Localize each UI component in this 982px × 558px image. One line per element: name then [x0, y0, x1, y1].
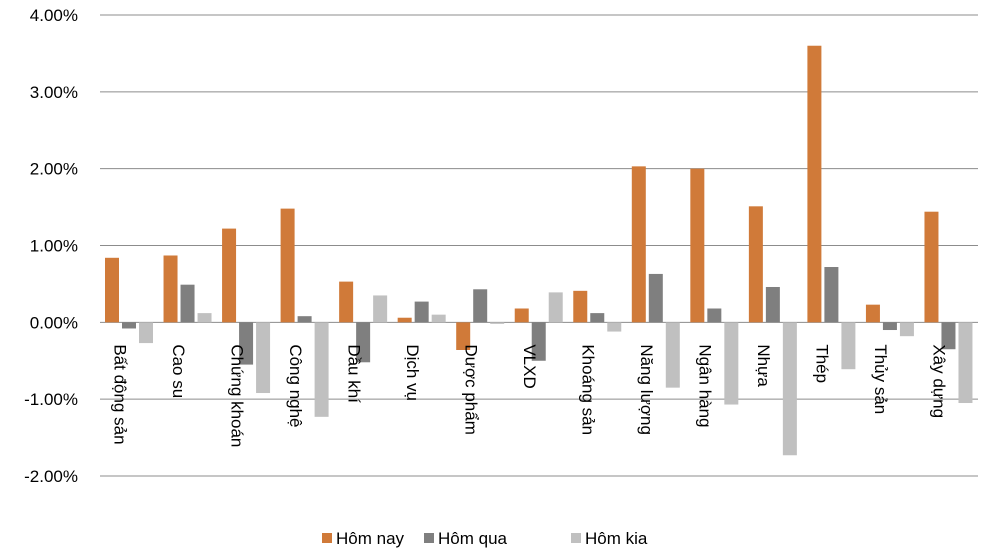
- category-label: Bất động sản: [110, 344, 129, 444]
- y-tick-label: -1.00%: [24, 390, 78, 409]
- bar: [356, 322, 371, 363]
- bar: [707, 308, 722, 323]
- bar: [531, 322, 546, 361]
- bar: [865, 304, 880, 323]
- bar: [690, 168, 705, 323]
- legend-label: Hôm qua: [438, 529, 508, 548]
- bar: [239, 322, 254, 365]
- bar: [414, 301, 429, 323]
- bar: [456, 322, 471, 350]
- category-label: Dịch vụ: [403, 344, 422, 401]
- category-label: Xây dựng: [930, 344, 949, 418]
- bar: [314, 322, 329, 417]
- category-label: Năng lượng: [637, 344, 656, 435]
- y-tick-label: 3.00%: [30, 83, 78, 102]
- bar: [573, 290, 588, 323]
- bar: [280, 208, 295, 323]
- category-label: Dầu khí: [344, 344, 363, 403]
- y-tick-label: 1.00%: [30, 237, 78, 256]
- bar: [373, 295, 388, 323]
- bar: [807, 45, 822, 323]
- bar: [473, 289, 488, 323]
- category-label: Thủy sản: [871, 344, 890, 414]
- bar: [297, 316, 312, 323]
- bar: [163, 255, 178, 323]
- bar: [197, 313, 212, 323]
- bar: [607, 322, 622, 332]
- bar: [222, 228, 237, 323]
- bar: [748, 206, 763, 323]
- category-label: Chứng khoán: [227, 344, 246, 447]
- bar: [431, 314, 446, 323]
- legend-swatch: [424, 533, 434, 543]
- bar: [339, 281, 354, 323]
- category-label: Thép: [813, 344, 832, 383]
- category-label: Khoáng sản: [579, 344, 598, 435]
- bar: [724, 322, 739, 405]
- category-label: Nhựa: [754, 344, 773, 387]
- y-tick-label: 0.00%: [30, 313, 78, 332]
- bar: [882, 322, 897, 331]
- y-tick-label: 2.00%: [30, 160, 78, 179]
- y-tick-label: 4.00%: [30, 6, 78, 25]
- bar: [782, 322, 797, 456]
- bar: [765, 286, 780, 323]
- legend-label: Hôm nay: [336, 529, 405, 548]
- category-label: Ngân hàng: [696, 344, 715, 427]
- y-tick-label: -2.00%: [24, 467, 78, 486]
- category-label: VLXD: [520, 344, 539, 388]
- bar: [490, 322, 505, 324]
- bar: [105, 257, 119, 323]
- category-label: Công nghệ: [286, 344, 305, 427]
- bar: [548, 292, 563, 323]
- bar: [899, 322, 914, 337]
- bar: [958, 322, 973, 404]
- category-label: Dược phẩm: [461, 344, 480, 435]
- bar: [924, 211, 939, 323]
- bar: [514, 308, 529, 323]
- bar: [139, 322, 153, 344]
- bar: [841, 322, 856, 370]
- bar: [122, 322, 136, 329]
- legend-swatch: [571, 533, 581, 543]
- bar: [256, 322, 271, 394]
- bar: [941, 322, 956, 350]
- bar: [665, 322, 680, 388]
- category-label: Cao su: [169, 344, 188, 398]
- bar: [824, 267, 839, 323]
- legend-swatch: [322, 533, 332, 543]
- bar: [648, 273, 663, 323]
- legend-label: Hôm kia: [585, 529, 648, 548]
- bar: [631, 166, 646, 323]
- bar: [397, 317, 412, 323]
- bar: [590, 313, 605, 323]
- bar: [180, 284, 195, 323]
